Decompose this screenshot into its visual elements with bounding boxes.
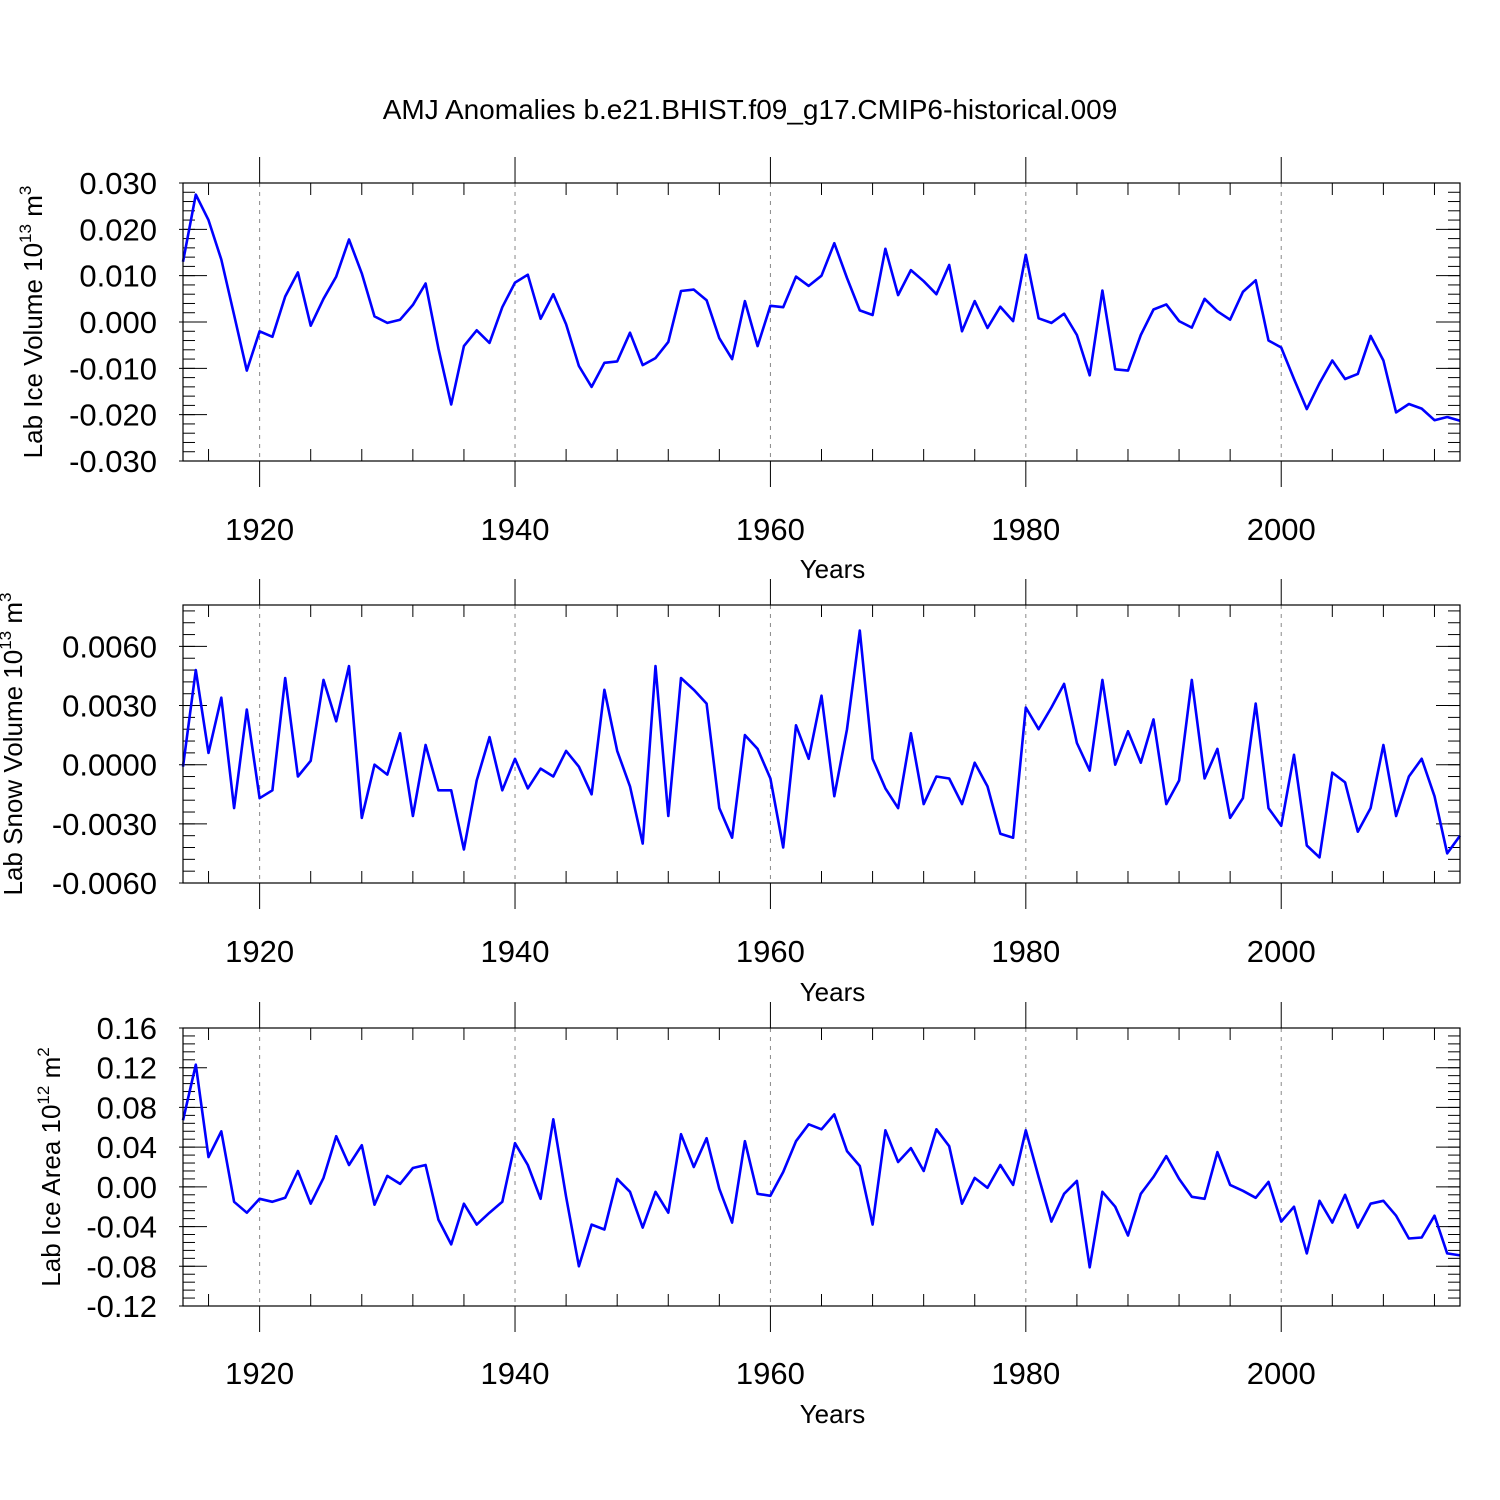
snow-volume-ytick-label: -0.0030: [52, 807, 157, 842]
ice-area-series-line: [181, 1063, 1461, 1269]
ice-volume-ytick-label: 0.000: [79, 305, 157, 340]
chart-title: AMJ Anomalies b.e21.BHIST.f09_g17.CMIP6-…: [383, 94, 1118, 125]
ice-volume-ytick-label: 0.030: [79, 166, 157, 201]
ice-area-ytick-label: 0.12: [97, 1051, 157, 1086]
ice-area-ytick-label: -0.08: [86, 1249, 157, 1284]
snow-volume-ytick-label: -0.0060: [52, 866, 157, 901]
snow-volume-xtick-label: 1960: [736, 934, 805, 969]
snow-volume-x-axis-title: Years: [800, 977, 866, 1007]
ice-area-xtick-label: 1980: [991, 1356, 1060, 1391]
ice-volume-xtick-label: 1940: [481, 512, 550, 547]
ice-area-ytick-label: 0.08: [97, 1090, 157, 1125]
ice-volume-xtick-label: 2000: [1247, 512, 1316, 547]
ice-area-ytick-label: -0.12: [86, 1289, 157, 1324]
ice-area-xtick-label: 1920: [225, 1356, 294, 1391]
ice-volume-plot-frame: [182, 182, 1461, 462]
snow-volume-plot-frame: [182, 604, 1461, 884]
snow-volume-ytick-label: 0.0060: [62, 629, 157, 664]
ice-volume-xtick-label: 1920: [225, 512, 294, 547]
ice-area-ytick-label: 0.00: [97, 1170, 157, 1205]
ice-volume-ytick-label: 0.010: [79, 259, 157, 294]
snow-volume-y-axis-title: Lab Snow Volume 1013 m3: [0, 592, 28, 895]
ice-area-ytick-label: 0.04: [97, 1130, 157, 1165]
ice-volume-xtick-label: 1960: [736, 512, 805, 547]
ice-area-x-axis-title: Years: [800, 1399, 866, 1429]
ice-volume-y-axis-title: Lab Ice Volume 1013 m3: [16, 186, 48, 459]
ice-area-xtick-label: 1960: [736, 1356, 805, 1391]
ice-volume-xtick-label: 1980: [991, 512, 1060, 547]
ice-area-plot-frame: [182, 1027, 1461, 1307]
snow-volume-xtick-label: 2000: [1247, 934, 1316, 969]
snow-volume-xtick-label: 1980: [991, 934, 1060, 969]
ice-area-panel: -0.12 -0.08 -0.04 0.00 0.04 0.08 0.12 0.16 1920 1…: [34, 1002, 1461, 1429]
ice-volume-series-line: [181, 193, 1461, 422]
snow-volume-panel: -0.0060 -0.0030 0.0000 0.0030 0.0060 1920 1940…: [0, 579, 1462, 1007]
snow-volume-xtick-label: 1920: [225, 934, 294, 969]
ice-volume-ytick-label: 0.020: [79, 212, 157, 247]
ice-area-ytick-label: -0.04: [86, 1210, 157, 1245]
ice-volume-ytick-label: -0.030: [69, 444, 157, 479]
ice-volume-ytick-label: -0.020: [69, 398, 157, 433]
ice-volume-ytick-label: -0.010: [69, 351, 157, 386]
ice-area-y-axis-title: Lab Ice Area 1012 m2: [34, 1047, 66, 1286]
ice-area-ytick-label: 0.16: [97, 1011, 157, 1046]
snow-volume-series-line: [181, 629, 1462, 859]
snow-volume-ytick-label: 0.0000: [62, 748, 157, 783]
ice-area-xtick-label: 2000: [1247, 1356, 1316, 1391]
ice-area-xtick-label: 1940: [481, 1356, 550, 1391]
ice-volume-x-axis-title: Years: [800, 554, 866, 584]
snow-volume-ytick-label: 0.0030: [62, 689, 157, 724]
ice-volume-panel: -0.030 -0.020 -0.010 0.000 0.010 0.020 0.030 19…: [16, 157, 1461, 584]
snow-volume-xtick-label: 1940: [481, 934, 550, 969]
